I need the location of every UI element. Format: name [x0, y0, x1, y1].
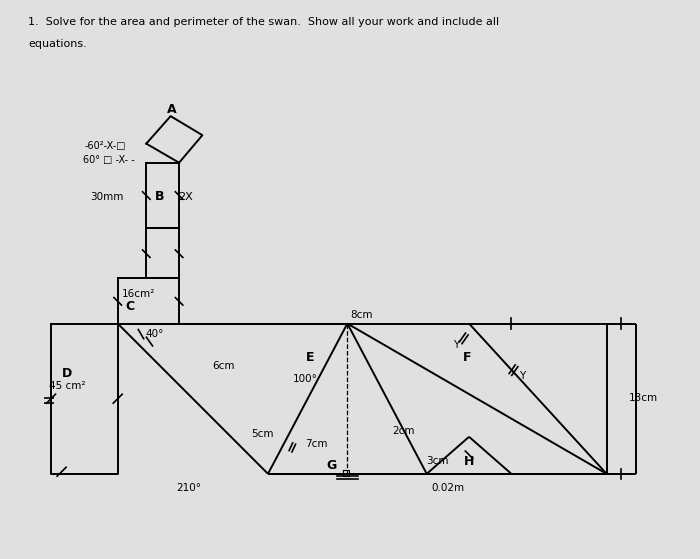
Text: 13cm: 13cm: [629, 392, 658, 402]
Text: D: D: [62, 367, 72, 380]
Text: 0.02m: 0.02m: [431, 482, 465, 492]
Text: 60° □ -X- -: 60° □ -X- -: [83, 154, 135, 164]
Text: -60²-X-□: -60²-X-□: [84, 141, 126, 151]
Text: B: B: [155, 190, 164, 203]
Text: 2X: 2X: [178, 192, 193, 202]
Text: 210°: 210°: [176, 482, 201, 492]
Text: 5cm: 5cm: [251, 429, 274, 439]
Text: equations.: equations.: [28, 39, 87, 49]
Text: 16cm²: 16cm²: [122, 289, 155, 299]
Text: 7cm: 7cm: [305, 439, 328, 449]
Text: 45 cm²: 45 cm²: [49, 381, 85, 391]
Text: 100°: 100°: [293, 373, 318, 383]
Text: Y: Y: [519, 372, 525, 381]
Text: C: C: [126, 300, 135, 313]
Text: A: A: [167, 103, 176, 116]
Text: 40°: 40°: [146, 329, 164, 339]
Text: 8cm: 8cm: [350, 310, 372, 320]
Text: 6cm: 6cm: [212, 361, 234, 371]
Text: 3cm: 3cm: [426, 456, 449, 466]
Text: F: F: [463, 351, 471, 364]
Text: 2cm: 2cm: [392, 427, 414, 437]
Text: E: E: [306, 351, 314, 364]
Text: 30mm: 30mm: [90, 192, 124, 202]
Text: G: G: [326, 459, 337, 472]
Text: 1.  Solve for the area and perimeter of the swan.  Show all your work and includ: 1. Solve for the area and perimeter of t…: [28, 17, 499, 27]
Text: H: H: [464, 454, 474, 468]
Text: Y: Y: [453, 340, 459, 350]
